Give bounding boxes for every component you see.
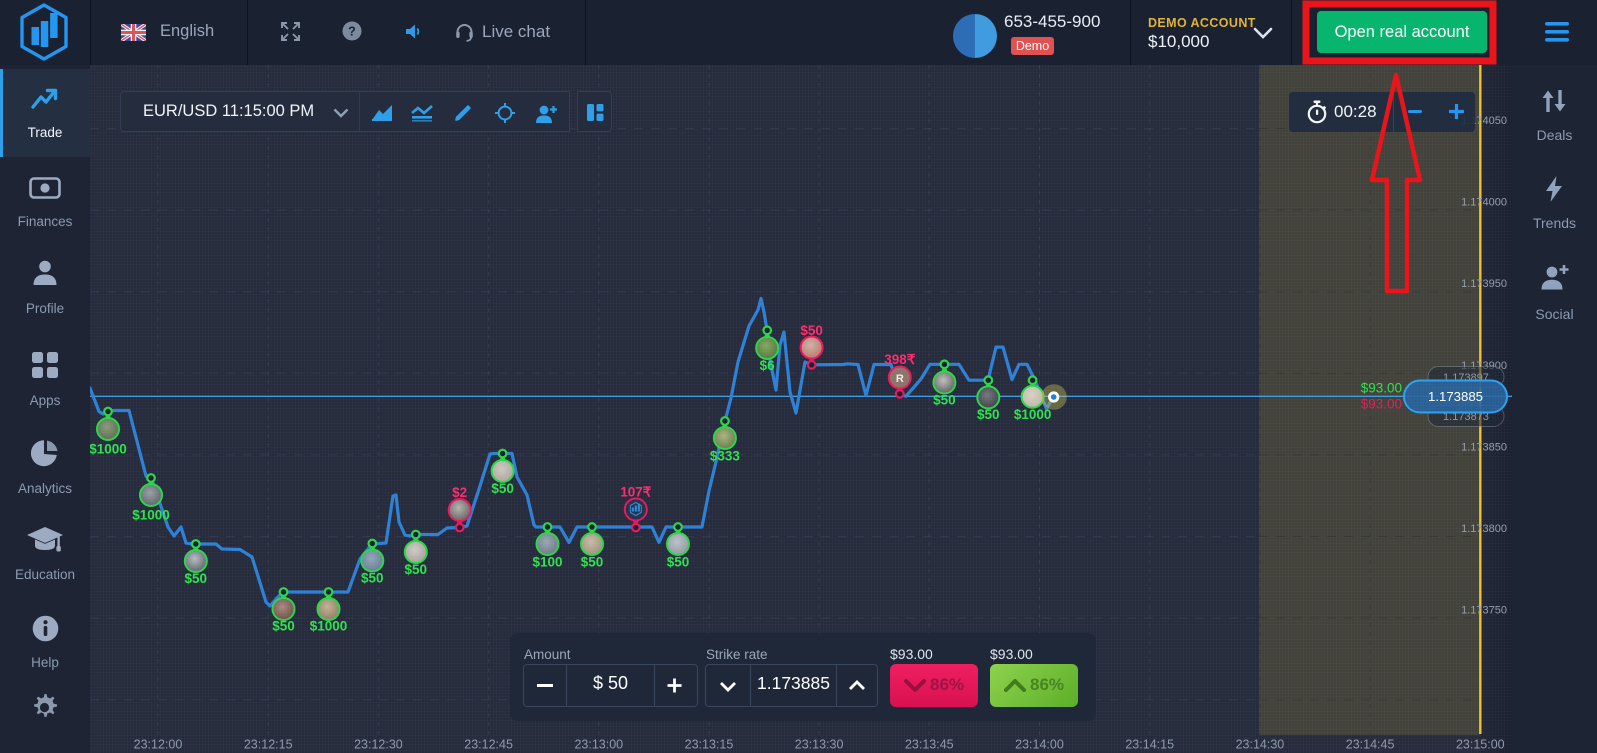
svg-text:23:13:00: 23:13:00 (574, 738, 623, 752)
svg-text:?: ? (348, 24, 356, 38)
svg-text:$50: $50 (361, 571, 384, 586)
svg-text:1.173885: 1.173885 (1428, 389, 1483, 404)
svg-text:23:12:45: 23:12:45 (464, 738, 513, 752)
svg-text:$2: $2 (452, 485, 467, 500)
svg-text:23:15:00: 23:15:00 (1456, 738, 1505, 752)
svg-text:$93.00: $93.00 (1361, 397, 1402, 412)
svg-text:$50: $50 (581, 555, 604, 570)
svg-text:1.173950: 1.173950 (1461, 278, 1507, 290)
svg-text:$50: $50 (272, 619, 295, 634)
svg-text:23:12:15: 23:12:15 (244, 738, 293, 752)
svg-text:$100: $100 (532, 555, 562, 570)
svg-text:$50: $50 (405, 562, 428, 577)
svg-text:$93.00: $93.00 (1361, 381, 1402, 396)
svg-text:23:13:30: 23:13:30 (795, 738, 844, 752)
svg-text:23:14:00: 23:14:00 (1015, 738, 1064, 752)
svg-text:$1000: $1000 (1014, 407, 1052, 422)
svg-text:$50: $50 (933, 393, 956, 408)
svg-text:23:14:15: 23:14:15 (1125, 738, 1174, 752)
svg-text:$333: $333 (710, 449, 741, 464)
svg-text:23:13:45: 23:13:45 (905, 738, 954, 752)
svg-text:23:12:00: 23:12:00 (134, 738, 183, 752)
svg-text:23:14:30: 23:14:30 (1236, 738, 1285, 752)
svg-text:R: R (896, 373, 904, 385)
svg-text:$50: $50 (491, 481, 514, 496)
svg-text:$1000: $1000 (90, 442, 127, 457)
svg-text:1.173873: 1.173873 (1443, 411, 1489, 423)
svg-text:$50: $50 (667, 555, 690, 570)
svg-text:23:13:15: 23:13:15 (685, 738, 734, 752)
svg-text:$50: $50 (185, 571, 208, 586)
svg-text:1.173800: 1.173800 (1461, 523, 1507, 535)
svg-text:$50: $50 (800, 323, 823, 338)
svg-text:$1000: $1000 (132, 508, 170, 523)
svg-text:$1000: $1000 (310, 619, 348, 634)
svg-text:1.174000: 1.174000 (1461, 197, 1507, 209)
svg-text:107₹: 107₹ (620, 485, 652, 500)
svg-text:23:14:45: 23:14:45 (1346, 738, 1395, 752)
svg-text:$50: $50 (977, 407, 1000, 422)
svg-text:398₹: 398₹ (884, 352, 916, 367)
svg-text:$6: $6 (760, 358, 776, 373)
svg-text:23:12:30: 23:12:30 (354, 738, 403, 752)
svg-text:1.173750: 1.173750 (1461, 605, 1507, 617)
svg-text:1.173850: 1.173850 (1461, 441, 1507, 453)
